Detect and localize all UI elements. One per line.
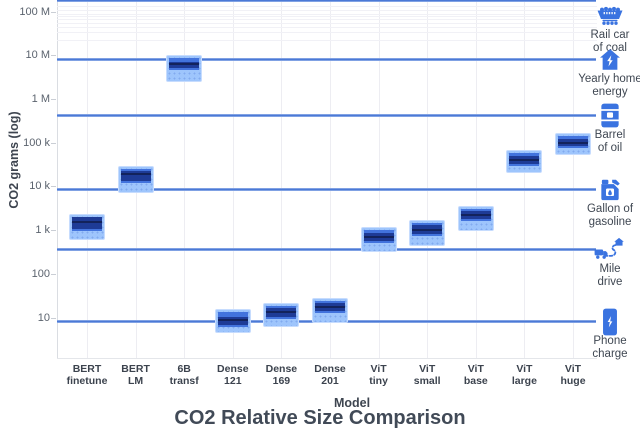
y-tick-mark — [51, 230, 56, 232]
gridline — [184, 0, 186, 358]
rail-car-icon — [578, 1, 640, 29]
box-vit-base — [457, 206, 494, 232]
reference-line-barrel-of-oil — [57, 113, 596, 117]
y-tick-mark — [51, 142, 56, 144]
box-median-line — [72, 220, 102, 223]
y-tick-label: 10 k — [29, 180, 50, 193]
minor-gridline — [57, 5, 597, 7]
ref-label-phone-charge: Phone charge — [592, 335, 628, 361]
x-tick-label-vit-huge: ViT huge — [560, 363, 586, 387]
gridline — [232, 0, 234, 358]
phone-charge-icon — [578, 308, 640, 336]
gridline — [330, 0, 331, 358]
minor-gridline — [57, 9, 597, 11]
box-median-line — [266, 311, 297, 314]
box-median-line — [558, 141, 588, 144]
x-tick-label-vit-base: ViT base — [463, 363, 488, 387]
y-tick-mark — [51, 11, 56, 13]
gridline — [524, 0, 526, 358]
minor-gridline — [57, 40, 597, 42]
gridline — [573, 0, 574, 358]
ref-label-gallon-of-gasoline: Gallon of gasoline — [586, 202, 634, 228]
box-quartile-band — [120, 170, 151, 181]
gridline — [378, 0, 380, 358]
box-vit-small — [409, 219, 446, 247]
reference-line-rail-car-of-coal — [57, 0, 596, 2]
y-axis-line — [57, 0, 58, 358]
reference-line-yearly-home-energy — [57, 58, 596, 61]
x-tick-label-vit-large: ViT large — [511, 363, 537, 387]
box-vit-tiny — [360, 226, 397, 252]
y-tick-label: 100 — [31, 267, 50, 280]
gas-can-icon — [578, 175, 640, 203]
oil-barrel-icon — [578, 101, 640, 129]
minor-gridline — [57, 27, 597, 28]
box-median-line — [412, 228, 443, 231]
box-median-line — [169, 63, 200, 66]
y-tick-label: 10 — [37, 311, 50, 324]
x-tick-label-vit-tiny: ViT tiny — [369, 363, 388, 387]
y-tick-label: 10 M — [25, 49, 50, 62]
minor-gridline — [57, 13, 597, 15]
minor-gridline — [57, 32, 597, 34]
x-tick-label-6b-transf: 6B transf — [169, 363, 199, 387]
box-quartile-band — [72, 216, 102, 230]
gridline — [427, 0, 429, 358]
chart-title: CO2 Relative Size Comparison — [174, 407, 466, 429]
box-median-line — [315, 305, 345, 308]
ref-label-mile-drive: Mile drive — [597, 262, 623, 288]
box-median-line — [460, 214, 491, 217]
gridline — [281, 0, 283, 358]
ref-label-rail-car-of-coal: Rail car of coal — [590, 28, 630, 54]
box-bert-lm — [117, 166, 154, 194]
x-tick-label-vit-small: ViT small — [413, 363, 441, 387]
y-tick-mark — [51, 99, 56, 100]
gridline — [475, 0, 477, 358]
box-median-line — [363, 235, 394, 238]
box-vit-huge — [555, 132, 591, 156]
minor-gridline — [57, 22, 597, 24]
home-energy-icon — [578, 46, 640, 74]
box-6b-transf — [166, 55, 203, 82]
x-tick-label-dense-121: Dense 121 — [217, 363, 249, 387]
box-dense-121 — [214, 309, 251, 333]
truck-route-icon — [578, 235, 640, 263]
y-tick-label: 1 k — [35, 224, 50, 237]
y-tick-label: 100 M — [19, 5, 50, 18]
reference-line-gallon-of-gasoline — [57, 187, 596, 191]
reference-line-mile-drive — [57, 247, 596, 251]
x-tick-label-dense-201: Dense 201 — [314, 363, 346, 387]
y-axis: 100 M 10 M 1 M 100 k 10 k 1 k 100 10 — [0, 0, 50, 358]
plot-area — [57, 0, 597, 359]
x-tick-label-dense-169: Dense 169 — [265, 363, 298, 387]
x-tick-label-bert-lm: BERT LM — [121, 363, 150, 387]
box-median-line — [120, 173, 151, 176]
box-median-line — [217, 319, 248, 322]
x-tick-label-bert-finetune: BERT finetune — [66, 363, 108, 387]
y-tick-mark — [51, 273, 56, 275]
y-tick-mark — [51, 186, 56, 188]
box-median-line — [509, 159, 540, 162]
box-vit-large — [506, 149, 543, 174]
y-tick-label: 1 M — [31, 93, 50, 105]
gridline — [87, 0, 88, 358]
y-tick-mark — [51, 55, 56, 57]
y-tick-mark — [51, 317, 56, 319]
y-tick-label: 100 k — [23, 136, 50, 149]
box-dense-201 — [312, 298, 348, 323]
minor-gridline — [57, 16, 597, 18]
x-axis-title: Model — [333, 396, 371, 410]
box-bert-finetune — [69, 214, 105, 240]
box-dense-169 — [263, 303, 300, 328]
ref-label-barrel-of-oil: Barrel of oil — [594, 128, 626, 154]
ref-label-yearly-home-energy: Yearly home energy — [578, 73, 640, 98]
minor-gridline — [57, 19, 597, 21]
